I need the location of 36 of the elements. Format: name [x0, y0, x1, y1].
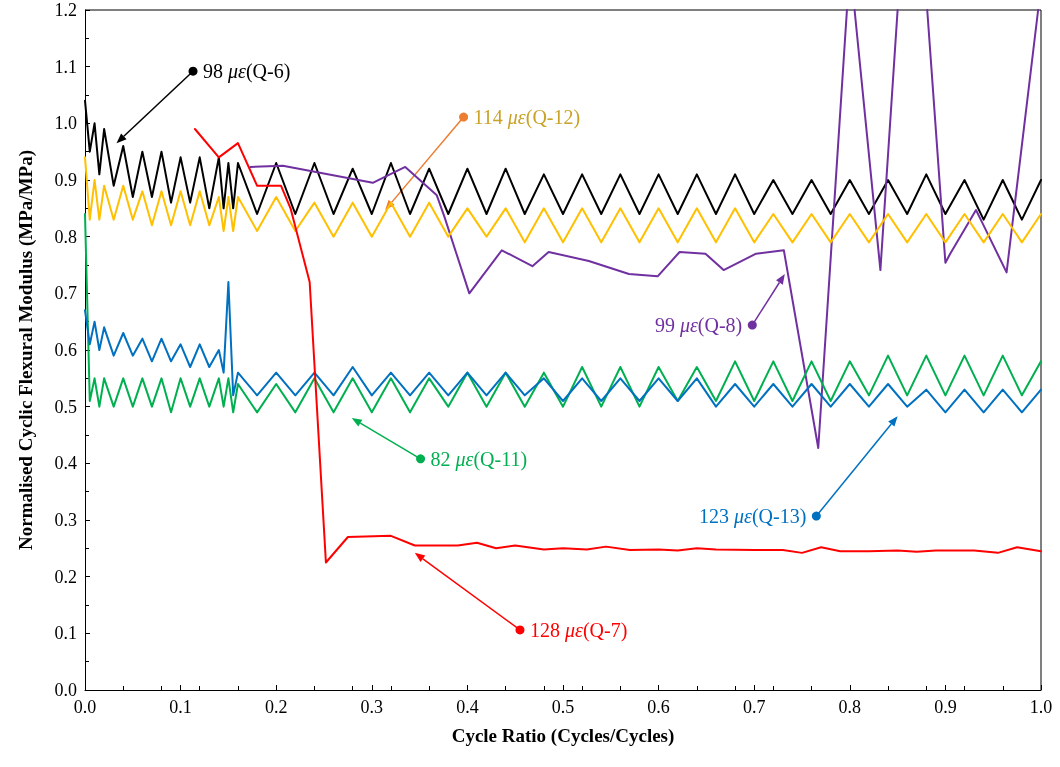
y-tick-label: 0.0 [54, 680, 77, 700]
y-tick-label: 0.8 [54, 226, 77, 247]
legend-label: 82 με(Q-11) [430, 447, 528, 471]
y-tick-label: 0.5 [54, 396, 77, 417]
x-tick-label: 0.5 [551, 697, 575, 717]
y-tick-label: 1.1 [54, 56, 77, 77]
x-tick-label: 0.2 [264, 697, 288, 717]
line-series [193, 128, 1042, 564]
line-series [84, 281, 1042, 414]
y-tick-label: 0.7 [54, 283, 77, 304]
x-tick-label: 0.9 [934, 697, 957, 717]
x-tick-label: 0.3 [360, 697, 384, 717]
text: 123 με(Q-13) [699, 505, 807, 529]
series-label: 99 με(Q-8) [654, 314, 743, 338]
x-tick-label: 1.0 [1029, 697, 1053, 717]
line-series [84, 213, 1042, 414]
legend-label: 128 με(Q-7) [529, 618, 628, 642]
y-tick-label: 0.2 [54, 566, 77, 587]
y-axis-title: Normalised Cyclic Flexural Modulus (MPa/MPa) [15, 150, 37, 550]
y-tick-label: 0.1 [54, 623, 77, 644]
y-tick-label: 0.4 [54, 453, 77, 474]
y-tick-label: 0.6 [54, 340, 77, 360]
y-tick-label: 1.0 [54, 113, 77, 134]
x-tick-label: 0.1 [169, 697, 192, 717]
x-tick-label: 0.8 [838, 697, 862, 717]
y-tick-label: 0.9 [54, 170, 77, 190]
x-tick-label: 0.4 [456, 697, 479, 717]
x-tick-label: 0.6 [647, 697, 670, 717]
legend-label: 98 με(Q-6) [203, 60, 291, 84]
y-tick-label: 1.2 [54, 0, 77, 20]
legend-label: 114 με(Q-12) [473, 106, 581, 130]
y-tick-label: 0.3 [54, 510, 77, 530]
x-axis-title: Cycle Ratio (Cycles/Cycles) [451, 725, 675, 747]
line-series [84, 156, 1042, 244]
x-tick-label: 0.7 [742, 697, 766, 717]
x-tick-label: 0.0 [73, 697, 97, 717]
